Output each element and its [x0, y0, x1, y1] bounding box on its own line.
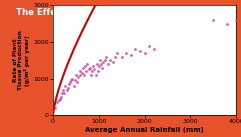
Point: [152, 48, 156, 50]
Point: [106, 63, 110, 65]
Point: [115, 52, 119, 54]
Point: [63, 92, 67, 94]
Point: [111, 61, 114, 63]
Point: [86, 63, 89, 65]
Point: [72, 85, 76, 87]
Point: [211, 19, 215, 21]
Point: [79, 70, 82, 72]
Point: [68, 81, 72, 83]
Point: [113, 55, 117, 58]
Point: [60, 92, 64, 94]
Point: [98, 59, 102, 61]
Point: [57, 99, 60, 102]
Point: [84, 70, 88, 72]
Point: [66, 87, 70, 89]
Point: [59, 96, 63, 98]
Point: [147, 45, 151, 47]
Point: [92, 68, 96, 71]
Point: [69, 79, 73, 82]
Point: [80, 72, 84, 74]
Point: [100, 66, 104, 69]
Point: [120, 55, 124, 58]
Point: [83, 65, 87, 67]
Point: [90, 70, 94, 72]
Point: [81, 66, 85, 69]
Point: [96, 70, 100, 72]
Point: [103, 59, 107, 61]
X-axis label: Average Annual Rainfall (mm): Average Annual Rainfall (mm): [85, 127, 204, 133]
Point: [55, 101, 59, 103]
Point: [234, 19, 238, 21]
FancyBboxPatch shape: [0, 0, 241, 25]
Point: [124, 52, 128, 54]
Point: [108, 59, 112, 61]
Point: [67, 83, 71, 85]
Point: [97, 65, 101, 67]
Point: [63, 85, 67, 87]
Y-axis label: Rate of Plant
Tissue Production
(g/m² per year): Rate of Plant Tissue Production (g/m² pe…: [13, 30, 30, 90]
Point: [88, 66, 92, 69]
Point: [78, 74, 81, 76]
Point: [101, 61, 105, 63]
Point: [54, 107, 57, 109]
Point: [75, 81, 79, 83]
Text: The Effect of Rainfall on Plant Productivity: The Effect of Rainfall on Plant Producti…: [16, 8, 225, 17]
Point: [87, 68, 91, 71]
Point: [94, 63, 98, 65]
Point: [65, 88, 69, 91]
Point: [99, 63, 103, 65]
Point: [94, 74, 98, 76]
Point: [82, 74, 86, 76]
Point: [91, 65, 95, 67]
Point: [138, 50, 142, 52]
Point: [76, 76, 80, 78]
Point: [70, 77, 74, 80]
Point: [61, 88, 65, 91]
Point: [74, 74, 78, 76]
Point: [225, 23, 229, 25]
Point: [129, 54, 133, 56]
Point: [89, 74, 93, 76]
Point: [104, 55, 107, 58]
Point: [134, 48, 137, 50]
Point: [73, 79, 77, 82]
Point: [58, 98, 62, 100]
Point: [143, 52, 147, 54]
